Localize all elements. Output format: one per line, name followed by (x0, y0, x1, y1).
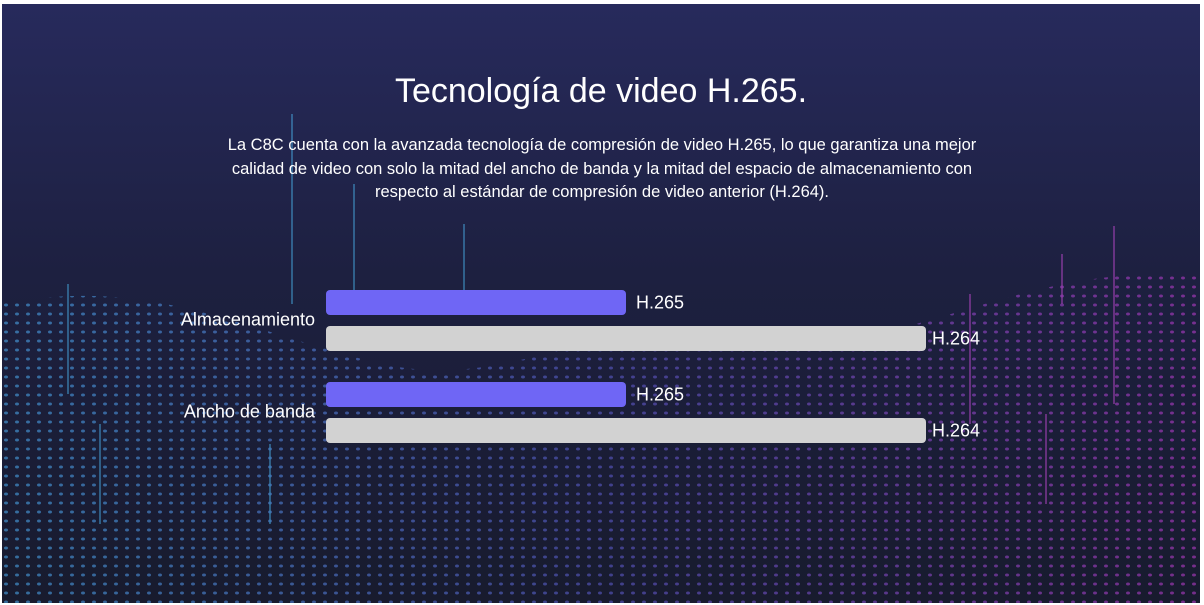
bar (326, 290, 626, 315)
bar-label: H.265 (636, 384, 684, 404)
category-label: Ancho de banda (184, 401, 316, 421)
section-description: La C8C cuenta con la avanzada tecnología… (227, 136, 977, 201)
category-label: Almacenamiento (181, 309, 315, 329)
section: Almacenamiento H.265 H.264 Ancho de banda H.… (2, 4, 1200, 603)
bar (326, 326, 926, 351)
section-title: Tecnología de video H.265. (394, 72, 808, 110)
bar-label: H.264 (932, 328, 980, 348)
chart: Almacenamiento H.265 H.264 Ancho de banda H.… (2, 114, 1200, 603)
bar (326, 382, 626, 407)
bar-label: H.265 (636, 292, 684, 312)
bar (326, 418, 926, 443)
bar-label: H.264 (932, 420, 980, 440)
